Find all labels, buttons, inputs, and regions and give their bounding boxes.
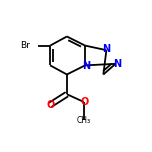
- Text: O: O: [81, 97, 89, 107]
- Text: CH₃: CH₃: [77, 116, 91, 125]
- Text: O: O: [46, 100, 54, 110]
- Text: N: N: [102, 44, 111, 54]
- Text: Br: Br: [21, 41, 30, 50]
- Text: N: N: [83, 61, 91, 71]
- Text: N: N: [113, 59, 121, 69]
